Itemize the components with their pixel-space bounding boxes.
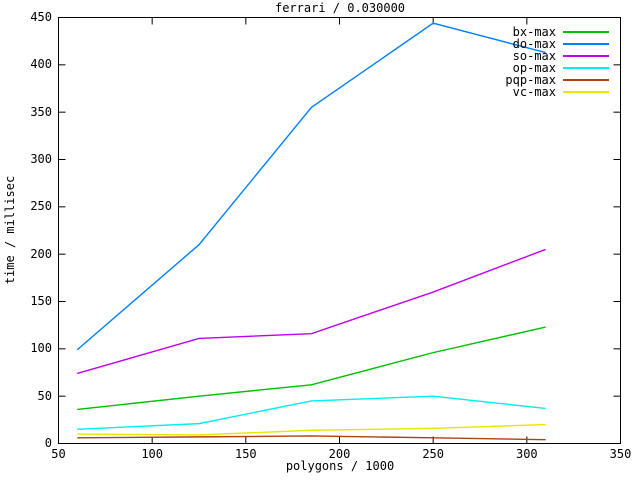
legend-entry-do-max: do-max (505, 37, 609, 51)
x-tick-label-100: 100 (141, 447, 163, 461)
series-line-pqp-max (77, 435, 546, 441)
series-line-so-max (77, 248, 546, 375)
legend-label-vc-max: vc-max (512, 85, 556, 99)
legend-line-swatch-bx-max (563, 31, 609, 33)
legend-line-swatch-op-max (563, 67, 609, 69)
legend-line-swatch-pqp-max (563, 79, 609, 81)
legend-line-swatch-do-max (563, 43, 609, 45)
y-tick-label-250: 250 (30, 199, 52, 214)
legend-entry-pqp-max: pqp-max (505, 73, 609, 87)
legend-label-do-max: do-max (512, 37, 556, 51)
x-axis-label: polygons / 1000 (285, 459, 395, 473)
x-tick-label-300: 300 (515, 447, 538, 461)
series-line-do-max (76, 22, 546, 351)
y-tick-label-150: 150 (30, 294, 52, 308)
series-line-op-max (77, 395, 546, 430)
y-tick-label-50: 50 (37, 388, 52, 403)
x-tick-label-250: 250 (422, 447, 444, 461)
x-tick-label-150: 150 (234, 447, 257, 461)
legend-entry-vc-max: vc-max (505, 85, 609, 99)
y-tick-label-100: 100 (30, 341, 52, 356)
legend-line-swatch-so-max (563, 55, 609, 57)
x-tick-label-200: 200 (328, 447, 351, 461)
legend-label-so-max: so-max (512, 49, 556, 63)
legend-label-op-max: op-max (512, 61, 556, 75)
legend-label-bx-max: bx-max (512, 25, 556, 39)
y-tick-label-350: 350 (30, 104, 52, 119)
legend-entry-so-max: so-max (505, 49, 609, 63)
legend-label-pqp-max: pqp-max (505, 73, 556, 87)
legend-entry-bx-max: bx-max (505, 25, 609, 39)
y-axis-label: time / millisec (3, 175, 17, 285)
y-tick-label-200: 200 (30, 246, 52, 261)
y-tick-label-450: 450 (30, 10, 52, 24)
y-tick-label-400: 400 (30, 57, 52, 72)
series-line-bx-max (77, 326, 546, 411)
y-tick-label-300: 300 (30, 152, 52, 166)
x-tick-label-350: 350 (609, 447, 632, 461)
y-tick-label-0: 0 (44, 436, 52, 450)
legend: bx-max do-max so-max op-max pqp-max vc-max (505, 25, 609, 99)
legend-entry-op-max: op-max (505, 61, 609, 75)
chart-title: ferrari / 0.030000 (274, 1, 406, 15)
series-line-vc-max (77, 423, 546, 436)
x-tick-label-50: 50 (51, 447, 66, 461)
legend-line-swatch-vc-max (563, 91, 609, 93)
